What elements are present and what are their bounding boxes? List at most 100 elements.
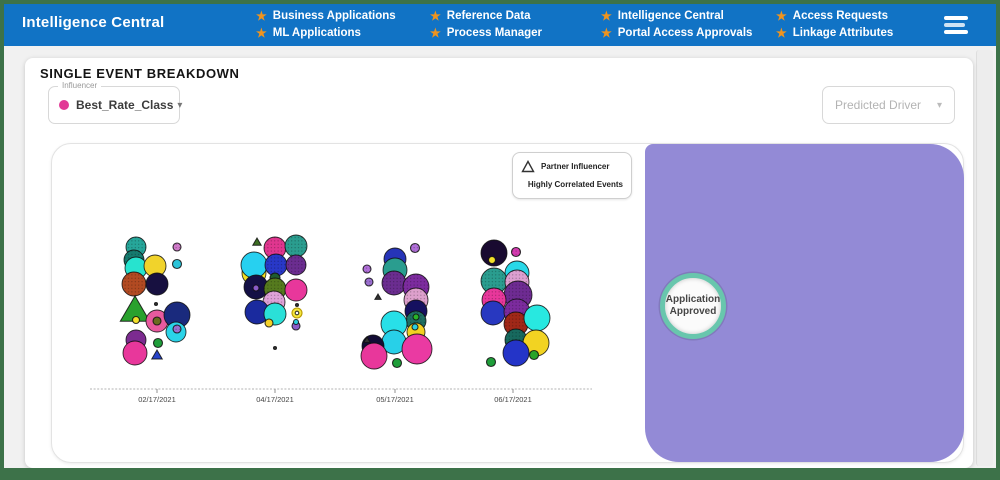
- event-bubble[interactable]: [411, 323, 419, 331]
- star-icon: ★: [776, 9, 787, 23]
- event-bubble[interactable]: [131, 315, 141, 325]
- event-bubble[interactable]: [122, 340, 148, 366]
- legend-label: Highly Correlated Events: [527, 180, 623, 189]
- app-title: Intelligence Central: [22, 14, 165, 31]
- nav-item-process-manager[interactable]: ★ Process Manager: [430, 26, 542, 40]
- event-bubble-texture: [122, 272, 146, 296]
- nav-item-label: ML Applications: [272, 27, 361, 39]
- star-icon: ★: [601, 9, 612, 23]
- section-title: SINGLE EVENT BREAKDOWN: [40, 66, 240, 81]
- x-axis-label: 02/17/2021: [138, 395, 176, 404]
- influencer-select-value: Best_Rate_Class: [76, 98, 174, 112]
- event-bubble[interactable]: [252, 284, 260, 292]
- event-bubble-texture: [365, 278, 373, 286]
- event-bubble-texture: [173, 243, 181, 251]
- top-nav-bar: Intelligence Central ★ Business Applicat…: [4, 4, 996, 46]
- partner-influencer-triangle[interactable]: [373, 293, 383, 300]
- event-bubble[interactable]: [502, 339, 530, 367]
- nav-item-ml-applications[interactable]: ★ ML Applications: [256, 26, 396, 40]
- star-icon: ★: [256, 26, 267, 40]
- event-bubble[interactable]: [412, 313, 420, 321]
- event-bubble[interactable]: [480, 300, 506, 326]
- predicted-driver-select-value: Predicted Driver: [835, 98, 922, 112]
- event-bubble[interactable]: [487, 255, 497, 265]
- influencer-select[interactable]: Influencer Best_Rate_Class ▾: [48, 81, 183, 124]
- hamburger-bar: [944, 16, 968, 20]
- event-bubble[interactable]: [294, 310, 300, 316]
- event-bubble-texture: [410, 243, 420, 253]
- event-bubble-texture: [286, 255, 306, 275]
- star-icon: ★: [776, 26, 787, 40]
- star-icon: ★: [430, 26, 441, 40]
- event-bubble[interactable]: [272, 345, 278, 351]
- nav-column-2: ★ Reference Data ★ Process Manager: [430, 9, 542, 40]
- nav-item-reference-data[interactable]: ★ Reference Data: [430, 9, 542, 23]
- nav-item-intelligence-central[interactable]: ★ Intelligence Central: [601, 9, 752, 23]
- x-axis-label: 04/17/2021: [256, 395, 294, 404]
- node-label-line1: Application: [665, 294, 721, 305]
- nav-item-label: Linkage Attributes: [792, 27, 894, 39]
- event-bubble-texture: [265, 254, 287, 276]
- predicted-driver-select[interactable]: Predicted Driver ▾: [822, 86, 955, 124]
- hamburger-bar: [944, 23, 966, 27]
- event-bubble[interactable]: [360, 342, 388, 370]
- legend-item-highly-correlated-events: Highly Correlated Events: [521, 178, 623, 191]
- node-label-line2: Approved: [669, 306, 717, 317]
- triangle-icon: [521, 160, 535, 173]
- event-bubble[interactable]: [264, 318, 274, 328]
- star-icon: ★: [430, 9, 441, 23]
- event-bubble[interactable]: [391, 357, 403, 369]
- nav-column-1: ★ Business Applications ★ ML Application…: [256, 9, 396, 40]
- event-bubble[interactable]: [485, 356, 497, 368]
- event-bubble-texture: [504, 312, 528, 336]
- bubble-chart[interactable]: 02/17/2021 04/17/2021 05/17/2021 06/17/2021: [52, 144, 645, 464]
- nav-item-label: Process Manager: [446, 27, 543, 39]
- chart-legend: Partner Influencer Highly Correlated Eve…: [512, 152, 632, 199]
- nav-item-portal-access-approvals[interactable]: ★ Portal Access Approvals: [601, 26, 752, 40]
- event-bubble[interactable]: [401, 333, 433, 365]
- nav-item-business-applications[interactable]: ★ Business Applications: [256, 9, 396, 23]
- nav-item-label: Reference Data: [446, 10, 531, 22]
- hamburger-menu-icon[interactable]: [944, 16, 968, 34]
- nav-column-3: ★ Intelligence Central ★ Portal Access A…: [601, 9, 752, 40]
- star-icon: ★: [601, 26, 612, 40]
- x-axis-label: 05/17/2021: [376, 395, 414, 404]
- nav-column-4: ★ Access Requests ★ Linkage Attributes: [776, 9, 893, 40]
- event-bubble[interactable]: [528, 349, 540, 361]
- event-bubble-texture: [481, 268, 507, 294]
- event-bubble[interactable]: [153, 301, 159, 307]
- nav-item-access-requests[interactable]: ★ Access Requests: [776, 9, 893, 23]
- influencer-select-label: Influencer: [58, 81, 102, 90]
- star-icon: ★: [256, 9, 267, 23]
- bubble-chart-card: 02/17/2021 04/17/2021 05/17/2021 06/17/2021…: [51, 143, 964, 463]
- vertical-scrollbar[interactable]: [976, 50, 993, 466]
- event-bubble[interactable]: [171, 258, 183, 270]
- event-bubble[interactable]: [523, 304, 551, 332]
- event-bubble[interactable]: [292, 318, 300, 326]
- event-bubble[interactable]: [294, 302, 300, 308]
- event-bubble-texture: [382, 271, 406, 295]
- chevron-down-icon: ▾: [177, 99, 183, 111]
- chevron-down-icon: ▾: [936, 99, 942, 111]
- event-bubble[interactable]: [152, 337, 164, 349]
- hamburger-bar: [944, 30, 968, 34]
- event-bubble-texture: [363, 265, 371, 273]
- nav-item-label: Intelligence Central: [617, 10, 724, 22]
- partner-influencer-triangle[interactable]: [251, 237, 263, 246]
- event-bubble[interactable]: [284, 278, 308, 302]
- event-bubble-texture: [285, 235, 307, 257]
- nav-item-linkage-attributes[interactable]: ★ Linkage Attributes: [776, 26, 893, 40]
- single-event-breakdown-card: SINGLE EVENT BREAKDOWN Influencer Best_R…: [25, 58, 973, 468]
- partner-influencer-triangle[interactable]: [362, 336, 372, 343]
- event-bubble[interactable]: [145, 272, 169, 296]
- event-bubble[interactable]: [152, 316, 162, 326]
- event-bubble-texture: [511, 247, 521, 257]
- nav-item-label: Access Requests: [792, 10, 889, 22]
- event-bubble[interactable]: [480, 239, 508, 267]
- page-content: SINGLE EVENT BREAKDOWN Influencer Best_R…: [4, 46, 996, 468]
- nav-item-label: Business Applications: [272, 10, 396, 22]
- application-approved-node[interactable]: Application Approved: [660, 273, 726, 339]
- partner-influencer-triangle[interactable]: [150, 349, 164, 360]
- event-bubble[interactable]: [240, 251, 268, 279]
